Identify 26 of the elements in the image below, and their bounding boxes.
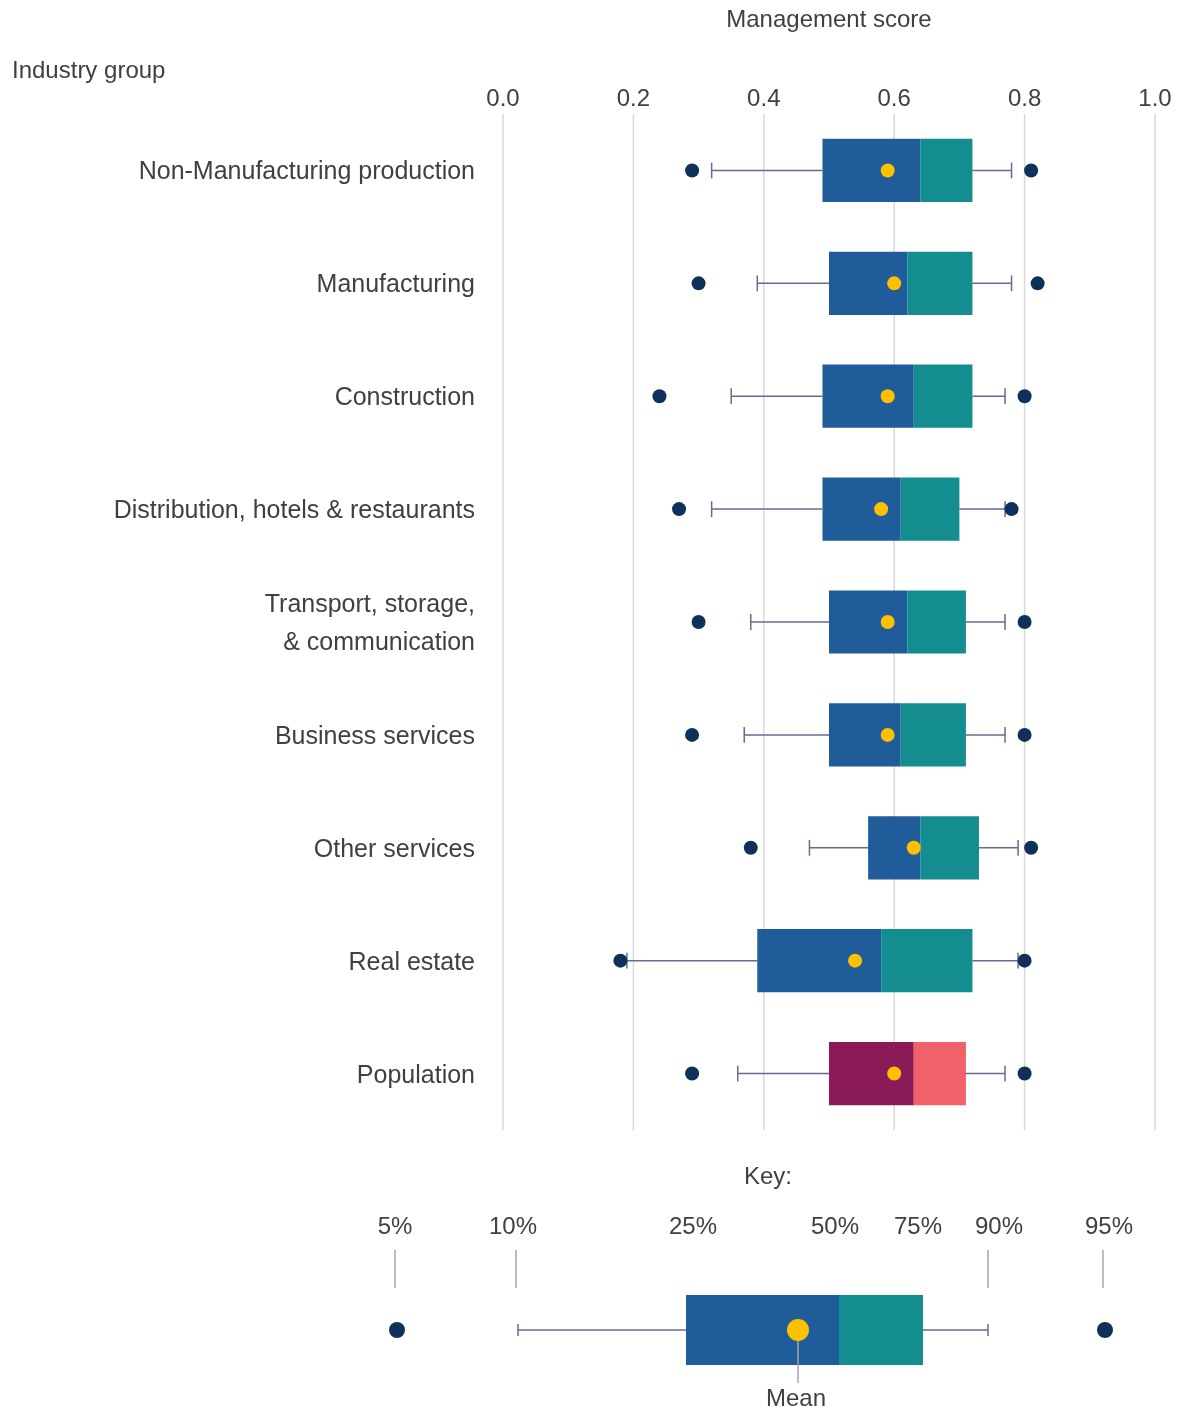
y-tick-label: Real estate: [348, 946, 475, 975]
x-tick-label: 0.2: [616, 84, 651, 111]
text: 10%: [488, 1212, 538, 1239]
x-tick-label: 0.6: [877, 84, 911, 111]
y-tick-label: Manufacturing: [316, 269, 475, 298]
text: 50%: [810, 1212, 860, 1239]
y-tick-label: Distribution, hotels & restaurants: [113, 495, 475, 524]
y-axis-title: Industry group: [12, 56, 166, 83]
x-tick-label: 1.0: [1138, 84, 1172, 111]
y-tick-label: Other services: [313, 833, 475, 862]
text: 5%: [377, 1212, 413, 1239]
y-tick-label: Population: [356, 1059, 475, 1088]
text: 25%: [668, 1212, 718, 1239]
x-tick-label: 0.4: [747, 84, 781, 111]
text: 90%: [974, 1212, 1024, 1239]
y-tick-label: Construction: [334, 382, 475, 411]
x-axis-title: Management score: [726, 5, 932, 33]
text: Mean: [765, 1384, 827, 1411]
x-tick-label: 0.8: [1007, 84, 1042, 111]
y-tick-label: Non-Manufacturing production: [138, 156, 475, 185]
x-tick-label: 0.0: [486, 84, 520, 111]
y-tick-label: Business services: [274, 720, 475, 749]
text: Key:: [743, 1162, 793, 1189]
text: 75%: [893, 1212, 943, 1239]
y-tick-label: Transport, storage, & communication: [264, 589, 475, 655]
text: 95%: [1084, 1212, 1134, 1239]
